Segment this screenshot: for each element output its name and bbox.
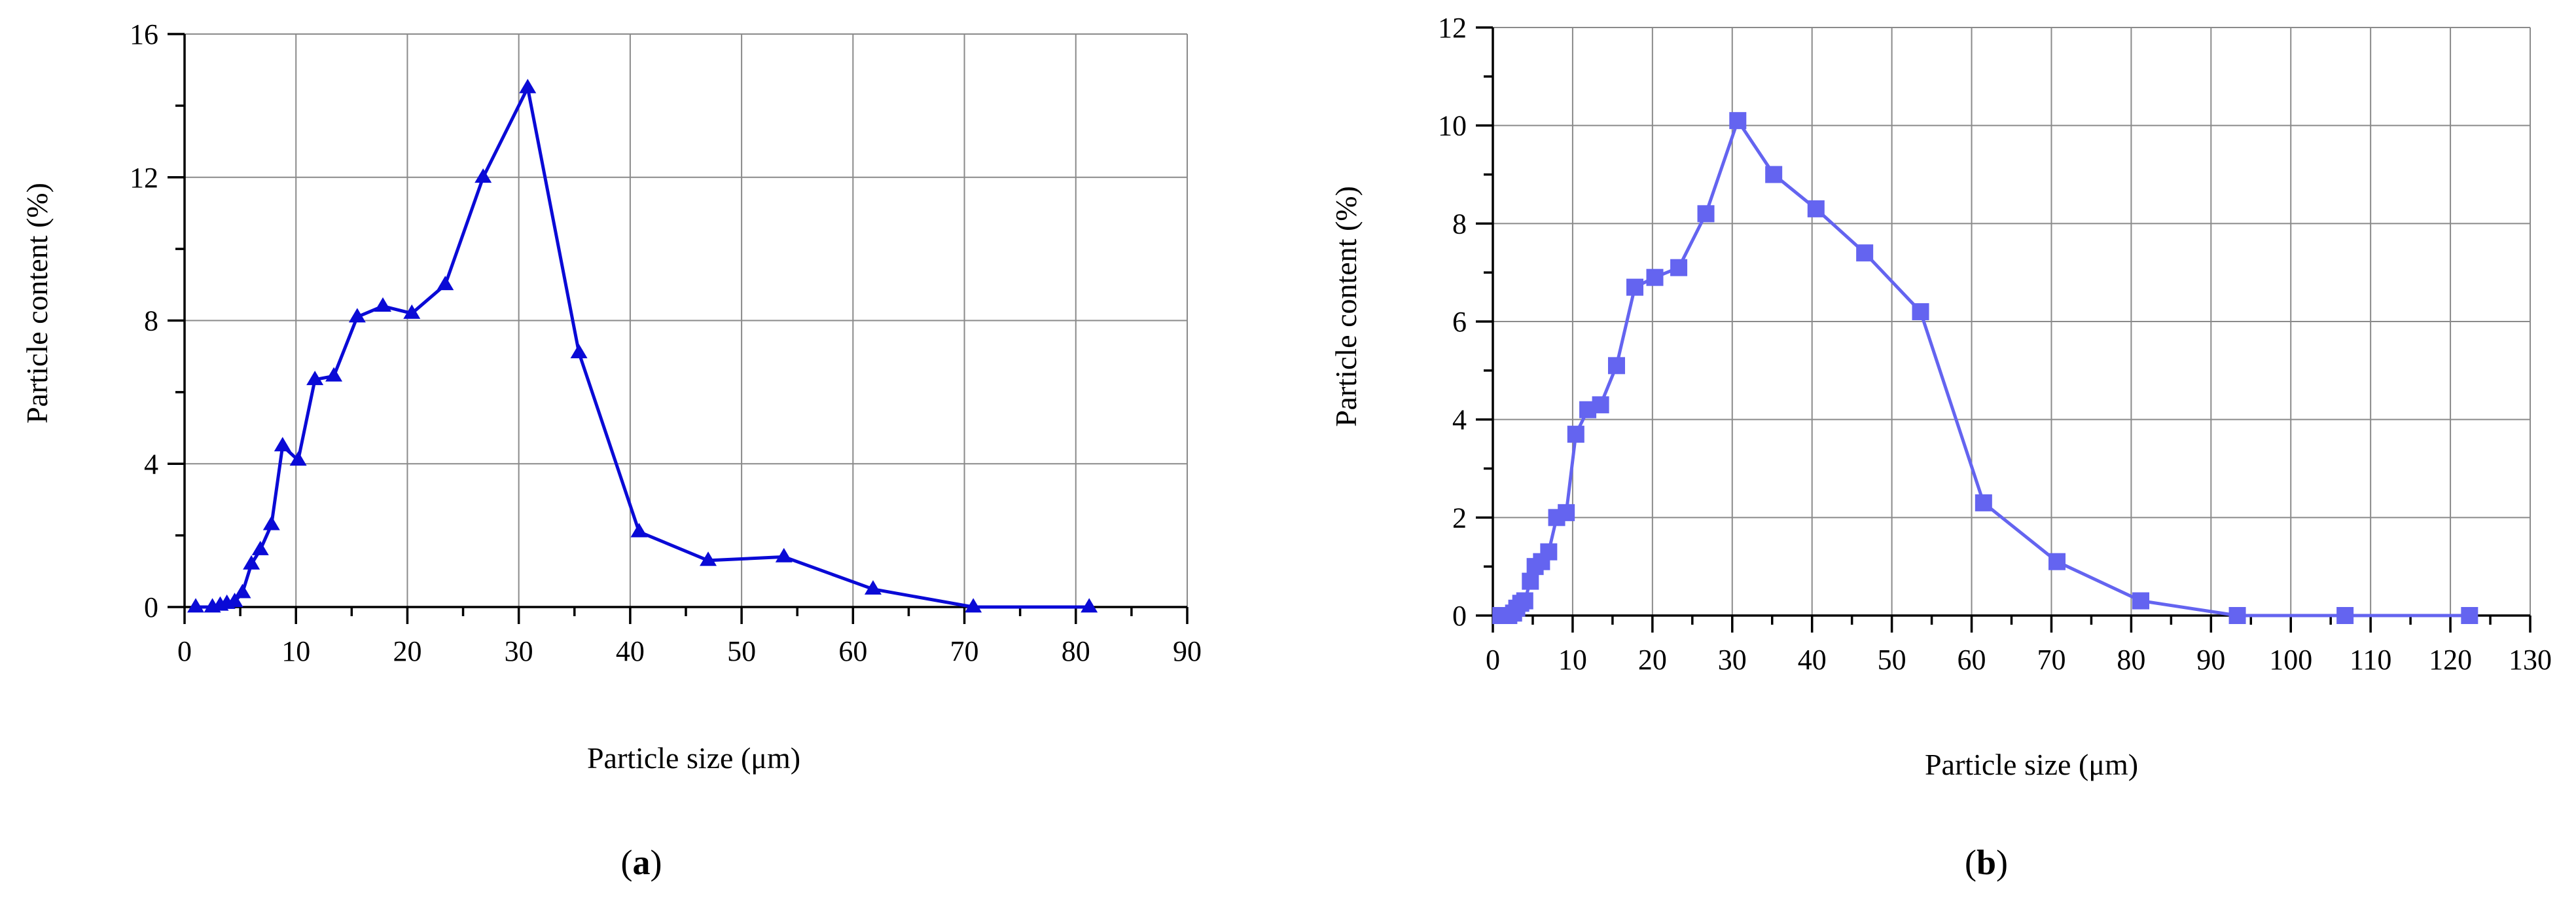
data-point-marker [1607, 357, 1625, 375]
data-point-marker [1516, 592, 1533, 610]
data-point-marker [374, 297, 391, 312]
x-tick-label: 50 [1878, 644, 1906, 676]
y-axis-title: Particle content (%) [1329, 186, 1363, 427]
series-layer [187, 79, 1098, 613]
x-tick-label: 60 [1958, 644, 1986, 676]
y-tick-label: 6 [1452, 306, 1467, 338]
x-axis-title: Particle size (μm) [587, 741, 800, 775]
grid-layer [185, 33, 1188, 607]
y-axis-title: Particle content (%) [20, 183, 54, 424]
x-tick-label: 100 [2269, 644, 2312, 676]
axis-layer: 0 10 20 30 40 50 60 70 80 90 0 4 8 12 16 [130, 18, 1202, 667]
y-tick-label: 4 [1452, 404, 1467, 436]
data-point-marker [700, 551, 717, 566]
x-tick-label: 0 [177, 635, 192, 667]
data-point-marker [403, 304, 421, 319]
data-point-marker [226, 593, 243, 608]
data-point-marker [437, 276, 454, 291]
grid-layer [1493, 27, 2531, 616]
data-point-marker [864, 580, 882, 595]
chart-panel-a: 0 10 20 30 40 50 60 70 80 90 0 4 8 12 16 Particle size… [20, 18, 1202, 882]
data-point-marker [1592, 396, 1609, 414]
x-tick-label: 30 [1718, 644, 1747, 676]
data-point-marker [519, 79, 537, 94]
y-tick-label: 12 [130, 162, 158, 194]
x-tick-label: 10 [281, 635, 310, 667]
data-point-marker [262, 515, 280, 530]
x-tick-label: 30 [505, 635, 533, 667]
data-point-marker [1540, 543, 1558, 561]
axis-layer: 0 10 20 30 40 50 60 70 80 90 100 110 120 130 0 2 4 6 8 10 12 [1438, 12, 2552, 676]
data-point-marker [234, 583, 251, 599]
data-point-marker [1626, 278, 1644, 296]
data-point-marker [187, 598, 205, 613]
x-tick-label: 70 [950, 635, 979, 667]
x-tick-label: 50 [727, 635, 756, 667]
x-tick-label: 110 [2350, 644, 2391, 676]
y-tick-label: 0 [1452, 600, 1467, 632]
data-point-marker [1856, 244, 1874, 262]
x-axis-title: Particle size (μm) [1925, 748, 2138, 781]
data-point-marker [775, 547, 793, 562]
data-point-marker [1765, 166, 1783, 183]
x-tick-label: 80 [1062, 635, 1090, 667]
data-point-marker [1081, 598, 1098, 613]
data-point-marker [1912, 303, 1929, 321]
data-point-marker [251, 540, 269, 555]
x-tick-label: 0 [1486, 644, 1500, 676]
data-point-marker [474, 168, 492, 183]
x-tick-label: 120 [2429, 644, 2472, 676]
data-point-marker [1975, 494, 1992, 511]
x-tick-label: 40 [1798, 644, 1827, 676]
data-point-marker [1567, 426, 1584, 443]
x-tick-label: 20 [393, 635, 421, 667]
chart-panel-b: 0 10 20 30 40 50 60 70 80 90 100 110 120 130 0 2 4 6 8 10 12… [1329, 12, 2552, 882]
data-point-marker [630, 523, 648, 538]
data-point-marker [2132, 592, 2150, 610]
data-point-marker [570, 344, 588, 359]
y-tick-label: 0 [144, 591, 158, 623]
y-tick-label: 2 [1452, 502, 1467, 534]
data-point-marker [2048, 553, 2066, 570]
y-tick-label: 12 [1438, 12, 1467, 44]
x-tick-label: 90 [2196, 644, 2225, 676]
y-tick-label: 10 [1438, 110, 1467, 142]
data-point-marker [243, 555, 260, 570]
x-tick-label: 20 [1638, 644, 1667, 676]
x-tick-label: 60 [838, 635, 867, 667]
x-tick-label: 90 [1173, 635, 1202, 667]
data-point-marker [2336, 607, 2354, 624]
data-point-marker [289, 451, 307, 466]
data-point-marker [1646, 268, 1664, 286]
panel-label-a: (a) [621, 843, 662, 882]
x-tick-label: 10 [1558, 644, 1587, 676]
x-tick-label: 130 [2509, 644, 2552, 676]
data-point-marker [348, 308, 366, 323]
data-point-marker [1670, 259, 1688, 276]
data-point-marker [1729, 112, 1747, 130]
data-point-marker [1558, 504, 1575, 521]
y-tick-label: 8 [144, 305, 158, 337]
series-layer [1492, 112, 2478, 624]
data-point-marker [1697, 205, 1715, 223]
data-point-marker [2461, 607, 2478, 624]
data-point-marker [2228, 607, 2246, 624]
y-tick-label: 4 [144, 448, 158, 480]
y-tick-label: 16 [130, 18, 158, 50]
data-point-marker [1807, 200, 1825, 217]
data-point-marker [325, 367, 343, 382]
x-tick-label: 40 [616, 635, 645, 667]
x-tick-label: 80 [2117, 644, 2145, 676]
y-tick-label: 8 [1452, 208, 1467, 240]
series-line [1501, 119, 2470, 617]
data-point-marker [274, 437, 291, 452]
panel-label-b-letter: b [1977, 843, 1996, 882]
data-point-marker [965, 598, 982, 613]
data-point-marker [1522, 572, 1539, 590]
x-tick-label: 70 [2037, 644, 2066, 676]
panel-label-a-letter: a [633, 843, 651, 882]
data-point-marker [306, 371, 324, 386]
panel-label-b: (b) [1965, 843, 2008, 882]
